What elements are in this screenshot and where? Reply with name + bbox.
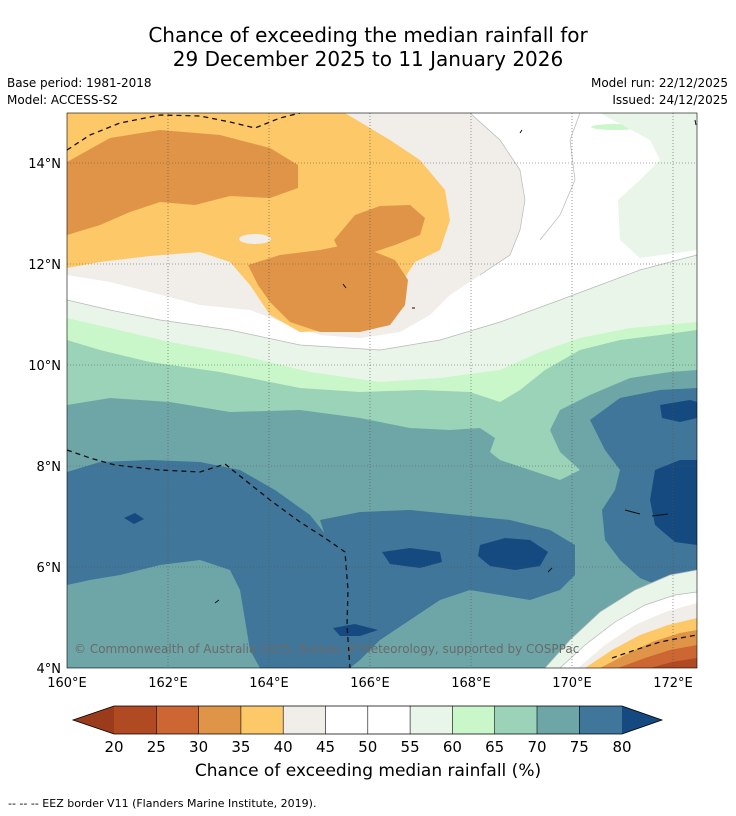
band-80-plus-b: [660, 400, 697, 422]
lon-tick-labels: 160°E 162°E 164°E 166°E 168°E 170°E 172°…: [47, 676, 693, 691]
eez-border: [67, 113, 697, 668]
model-name: Model: ACCESS-S2: [7, 93, 119, 107]
colorbar-title: Chance of exceeding median rainfall (%): [194, 761, 542, 781]
lon-tick: 164°E: [249, 676, 289, 691]
islands: [214, 119, 697, 604]
colorbar-label: 40: [274, 738, 293, 756]
colorbar-swatch: [114, 706, 157, 734]
probability-field: © Commonwealth of Australia 2025, Bureau…: [67, 113, 697, 668]
lat-tick: 6°N: [37, 561, 62, 576]
colorbar-label: 55: [401, 738, 420, 756]
colorbar-label: 20: [104, 738, 123, 756]
colorbar-label: 70: [527, 738, 546, 756]
band-30-35-east: [334, 205, 425, 255]
colorbar-swatch: [325, 706, 368, 734]
lon-tick: 166°E: [350, 676, 390, 691]
colorbar-label: 60: [443, 738, 462, 756]
colorbar-label: 25: [147, 738, 166, 756]
colorbar-swatch: [367, 706, 411, 734]
map-frame: [66, 112, 698, 669]
colorbar-outline: [71, 705, 664, 735]
band-80-plus-a: [650, 460, 697, 545]
colorbar-arrow-high: [622, 706, 662, 734]
title-line-2: 29 December 2025 to 11 January 2026: [172, 47, 564, 71]
colorbar-swatch: [494, 706, 537, 734]
lon-tick: 170°E: [552, 676, 592, 691]
colorbar-swatch: [410, 706, 453, 734]
colorbar-swatch: [240, 706, 284, 734]
colorbar-label: 35: [231, 738, 250, 756]
band-75-80-east: [590, 388, 697, 595]
band-30-35-mid: [248, 245, 408, 332]
band-80-plus-c: [478, 538, 548, 570]
colorbar-label: 65: [485, 738, 504, 756]
white-patch: [239, 234, 271, 244]
lat-tick: 8°N: [37, 460, 62, 475]
colorbar-swatch: [283, 706, 326, 734]
band-80-plus-d: [382, 548, 442, 568]
colorbar-dividers: [156, 706, 580, 734]
graticule: [67, 113, 697, 668]
colorbar-label: 75: [570, 738, 589, 756]
se-band-20: [650, 658, 697, 668]
model-run: Model run: 22/12/2025: [590, 76, 728, 90]
copyright-notice: © Commonwealth of Australia 2025, Bureau…: [74, 642, 579, 656]
lon-tick: 160°E: [47, 676, 87, 691]
band-80-plus-e: [333, 624, 378, 636]
island-blob: [117, 582, 137, 614]
contour-lines: [67, 113, 697, 668]
colorbar: 20 25 30 35 40 45 50 55 60 65 70 75 80: [71, 705, 664, 756]
lon-tick: 162°E: [148, 676, 188, 691]
lon-tick: 168°E: [451, 676, 491, 691]
colorbar-swatch: [579, 706, 622, 734]
lat-tick: 10°N: [28, 359, 61, 374]
lat-tick: 12°N: [28, 258, 61, 273]
lat-tick-labels: 14°N 12°N 10°N 8°N 6°N 4°N: [28, 157, 61, 677]
lat-tick: 4°N: [37, 662, 62, 677]
colorbar-label: 50: [358, 738, 377, 756]
colorbar-swatch: [452, 706, 495, 734]
colorbar-label: 45: [316, 738, 335, 756]
issued-date: Issued: 24/12/2025: [612, 93, 728, 107]
colorbar-arrow-low: [73, 706, 114, 734]
lat-tick: 14°N: [28, 157, 61, 172]
colorbar-label: 80: [612, 738, 631, 756]
lon-tick: 172°E: [653, 676, 693, 691]
colorbar-swatch: [537, 706, 580, 734]
band-75-80-west: [67, 460, 340, 668]
colorbar-swatch: [198, 706, 241, 734]
base-period: Base period: 1981-2018: [7, 76, 152, 90]
band-30-35-north: [67, 130, 298, 235]
eez-legend-note: -- -- -- EEZ border V11 (Flanders Marine…: [8, 797, 317, 810]
title-line-1: Chance of exceeding the median rainfall …: [148, 23, 588, 47]
band-80-plus-f: [124, 513, 144, 524]
colorbar-swatch: [156, 706, 199, 734]
colorbar-label: 30: [189, 738, 208, 756]
